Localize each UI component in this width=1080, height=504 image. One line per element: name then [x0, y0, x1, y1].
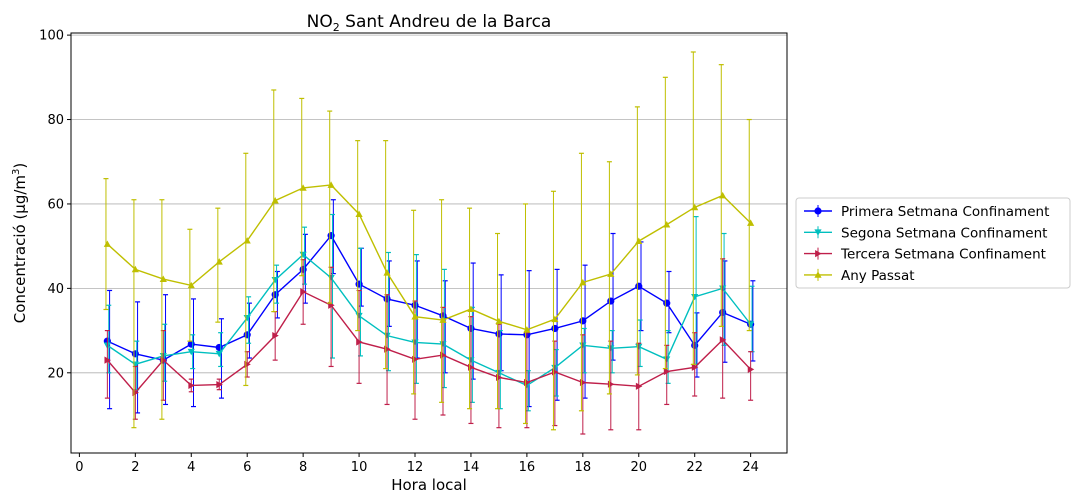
- series-line: [107, 234, 751, 361]
- data-point: [663, 367, 671, 376]
- x-tick-label: 22: [686, 460, 703, 475]
- data-point: [579, 278, 587, 286]
- series-line: [106, 184, 752, 331]
- x-tick-label: 18: [575, 460, 592, 475]
- series-primera-setmana-confinament: [103, 199, 756, 414]
- data-point: [187, 348, 195, 356]
- y-tick-label: 20: [47, 366, 64, 381]
- data-point: [635, 282, 643, 290]
- series-layer: [103, 51, 756, 435]
- y-tick-label: 80: [47, 113, 64, 128]
- y-tick-label: 100: [39, 29, 64, 44]
- data-point: [243, 237, 251, 244]
- data-point: [579, 317, 587, 325]
- data-point: [663, 299, 671, 307]
- x-tick-label: 24: [742, 460, 759, 475]
- data-point: [243, 331, 251, 339]
- legend-label: Tercera Setmana Confinament: [840, 247, 1046, 263]
- x-tick-label: 14: [463, 460, 480, 475]
- x-tick-label: 10: [351, 460, 368, 475]
- x-tick-label: 4: [187, 460, 195, 475]
- x-axis-title: Hora local: [391, 476, 467, 494]
- data-point: [271, 196, 279, 204]
- legend-entry: Segona Setmana Confinament: [804, 225, 1047, 241]
- data-point: [103, 240, 111, 247]
- data-point: [747, 219, 755, 226]
- data-point: [215, 258, 223, 265]
- chart-title: NO2 Sant Andreu de la Barca: [307, 12, 552, 34]
- data-point: [104, 356, 111, 364]
- legend-swatch-marker: [814, 207, 822, 215]
- data-point: [691, 363, 699, 371]
- x-tick-label: 20: [630, 460, 647, 475]
- legend-entry: Tercera Setmana Confinament: [804, 247, 1046, 263]
- data-point: [188, 381, 195, 390]
- data-point: [271, 291, 279, 299]
- data-point: [607, 270, 615, 277]
- series-any-passat: [103, 51, 755, 431]
- x-tick-label: 2: [131, 460, 139, 475]
- y-axis-title: Concentració (μg/m3): [11, 163, 29, 324]
- data-point: [691, 293, 699, 301]
- data-point: [691, 203, 699, 211]
- data-point: [187, 281, 195, 289]
- data-point: [635, 382, 643, 390]
- data-point: [159, 275, 167, 282]
- x-tick-label: 12: [407, 460, 424, 475]
- data-point: [607, 297, 615, 305]
- legend-label: Any Passat: [841, 268, 915, 284]
- x-tick-label: 6: [243, 460, 251, 475]
- data-point: [272, 332, 279, 340]
- x-tick-label: 16: [519, 460, 536, 475]
- legend-label: Segona Setmana Confinament: [841, 225, 1047, 241]
- legend-entry: Any Passat: [804, 268, 915, 284]
- data-point: [523, 326, 531, 333]
- legend-swatch-marker: [815, 250, 822, 258]
- x-tick-label: 8: [299, 460, 307, 475]
- plot-area-frame: [70, 32, 788, 454]
- legend-box: [795, 197, 1071, 289]
- series-segona-setmana-confinament: [103, 213, 755, 412]
- data-point: [551, 315, 559, 323]
- series-line: [106, 253, 752, 387]
- data-point: [719, 191, 727, 199]
- series-line: [106, 290, 752, 394]
- data-point: [467, 305, 475, 312]
- data-point: [383, 269, 391, 276]
- data-point: [355, 280, 363, 288]
- data-point: [411, 313, 419, 320]
- y-tick-label: 60: [47, 197, 64, 212]
- data-point: [327, 181, 335, 188]
- data-point: [663, 221, 671, 228]
- data-point: [551, 324, 559, 333]
- y-tick-label: 40: [47, 282, 64, 297]
- data-point: [300, 288, 307, 296]
- series-tercera-setmana-confinament: [104, 258, 755, 435]
- legend: Primera Setmana Confinament Segona Setman…: [795, 197, 1071, 289]
- data-point: [356, 338, 363, 346]
- data-point: [327, 232, 335, 240]
- x-tick-label: 0: [75, 460, 83, 475]
- data-point: [635, 237, 643, 244]
- data-point: [131, 265, 139, 273]
- data-point: [719, 336, 727, 344]
- data-point: [355, 210, 363, 217]
- legend-label: Primera Setmana Confinament: [841, 204, 1049, 220]
- legend-swatch-marker: [814, 229, 822, 236]
- data-point: [495, 317, 503, 325]
- data-point: [216, 381, 223, 389]
- legend-entry: Primera Setmana Confinament: [804, 204, 1049, 220]
- data-point: [131, 350, 139, 358]
- legend-swatch-marker: [814, 271, 822, 278]
- data-point: [747, 365, 755, 374]
- data-point: [439, 316, 447, 323]
- data-point: [215, 350, 223, 358]
- data-point: [299, 184, 307, 191]
